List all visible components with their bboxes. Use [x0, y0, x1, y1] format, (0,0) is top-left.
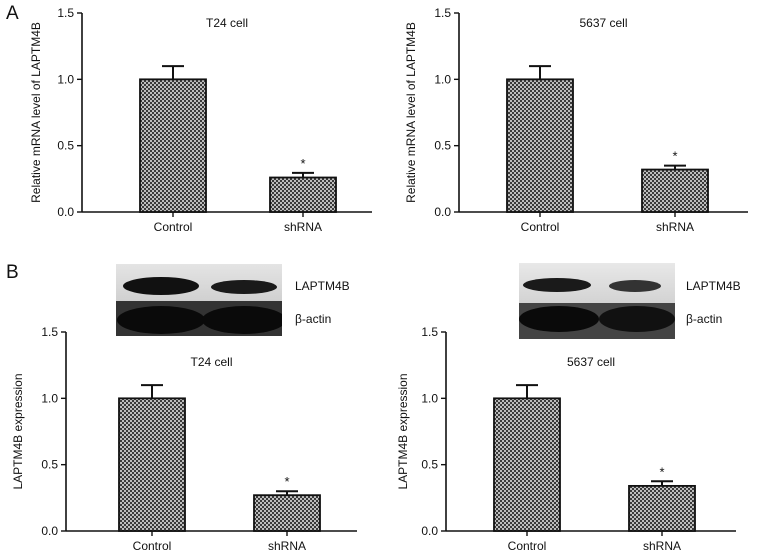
blot-label-actin-t24: β-actin [295, 312, 332, 326]
bar-control [139, 78, 207, 213]
western-blot-5637 [519, 263, 675, 339]
y-tick-label: 0.0 [421, 524, 438, 538]
y-tick-label: 0.5 [57, 139, 74, 153]
chart-1: 0.0 0.5 1.0 1.5 Relative mRNA level of LAPTM… [29, 6, 372, 234]
y-tick-label: 0.0 [41, 524, 58, 538]
significance-marker: * [659, 464, 664, 479]
y-tick-label: 1.5 [434, 6, 451, 20]
western-blot-t24-image [116, 264, 282, 336]
bar-control [493, 397, 561, 532]
x-tick-label: Control [521, 220, 560, 234]
x-tick-label: Control [154, 220, 193, 234]
bar-control [118, 397, 186, 532]
y-tick-label: 0.0 [434, 205, 451, 219]
chart-4: 0.0 0.5 1.0 1.5 LAPTM4B expression 5637 cell C… [396, 325, 736, 553]
bar-shrna [269, 176, 337, 213]
blot-label-laptm4b-t24: LAPTM4B [295, 279, 350, 293]
significance-marker: * [284, 474, 289, 489]
y-tick-label: 0.0 [57, 205, 74, 219]
significance-marker: * [300, 156, 305, 171]
x-tick-label: shRNA [284, 220, 322, 234]
x-tick-label: shRNA [656, 220, 694, 234]
x-tick-label: shRNA [643, 539, 681, 553]
panel-label-b: B [6, 262, 19, 283]
y-axis-label: Relative mRNA level of LAPTM4B [29, 22, 43, 203]
y-tick-label: 1.5 [41, 325, 58, 339]
y-tick-label: 1.0 [421, 391, 438, 405]
y-axis-label: LAPTM4B expression [11, 373, 25, 489]
x-tick-label: Control [133, 539, 172, 553]
panel-label-a: A [6, 3, 19, 24]
bar-shrna [253, 494, 321, 532]
band-actin-control [117, 306, 205, 334]
chart-title: T24 cell [190, 355, 232, 369]
chart-3: 0.0 0.5 1.0 1.5 LAPTM4B expression T24 cell Co… [11, 325, 357, 553]
chart-2: 0.0 0.5 1.0 1.5 Relative mRNA level of LAPTM… [404, 6, 748, 234]
y-tick-label: 1.0 [57, 72, 74, 86]
y-tick-label: 0.5 [41, 458, 58, 472]
band-actin-shrna [202, 306, 282, 334]
band-laptm4b-control [123, 277, 199, 295]
y-tick-label: 0.5 [421, 458, 438, 472]
blot-label-laptm4b-5637: LAPTM4B [686, 279, 741, 293]
y-axis-label: Relative mRNA level of LAPTM4B [404, 22, 418, 203]
y-tick-label: 1.5 [57, 6, 74, 20]
band-actin-shrna [599, 306, 675, 332]
bar-shrna [628, 484, 696, 532]
band-laptm4b-shrna [609, 280, 661, 292]
bar-shrna [641, 168, 709, 213]
x-tick-label: Control [508, 539, 547, 553]
y-axis-label: LAPTM4B expression [396, 373, 410, 489]
blot-label-actin-5637: β-actin [686, 312, 723, 326]
chart-title: T24 cell [206, 16, 248, 30]
western-blot-5637-image [519, 263, 675, 339]
chart-title: 5637 cell [579, 16, 627, 30]
y-tick-label: 1.0 [41, 391, 58, 405]
y-tick-label: 1.0 [434, 72, 451, 86]
band-actin-control [519, 306, 599, 332]
chart-title: 5637 cell [567, 355, 615, 369]
significance-marker: * [672, 149, 677, 164]
y-tick-label: 0.5 [434, 139, 451, 153]
western-blot-t24 [116, 264, 282, 336]
bar-control [506, 78, 574, 213]
band-laptm4b-shrna [211, 280, 277, 294]
x-tick-label: shRNA [268, 539, 306, 553]
band-laptm4b-control [523, 278, 591, 292]
y-tick-label: 1.5 [421, 325, 438, 339]
